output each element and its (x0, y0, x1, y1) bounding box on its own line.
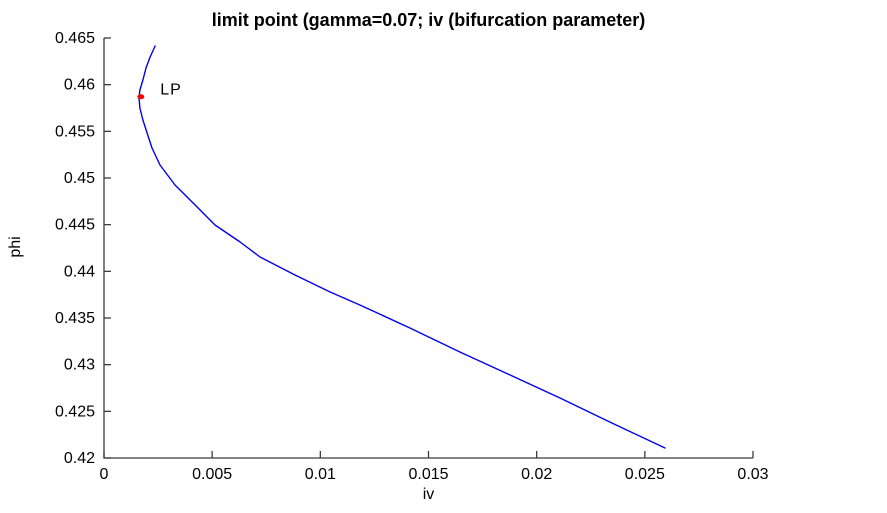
bifurcation-curve (138, 45, 666, 449)
y-tick-label: 0.46 (64, 77, 95, 94)
y-tick-label: 0.445 (55, 217, 95, 234)
y-tick-label: 0.435 (55, 310, 95, 327)
axes-frame (103, 38, 753, 459)
limit-point-marker (137, 94, 145, 100)
y-tick-label: 0.42 (64, 450, 95, 467)
y-axis-label: phi (7, 236, 24, 258)
y-tick-label: 0.455 (55, 123, 95, 140)
y-tick-label: 0.44 (64, 263, 95, 280)
chart-title: limit point (gamma=0.07; iv (bifurcation… (211, 10, 646, 30)
x-tick-label: 0.015 (408, 466, 448, 483)
y-tick-label: 0.465 (55, 30, 95, 47)
y-tick-label: 0.43 (64, 357, 95, 374)
x-tick-label: 0.005 (192, 466, 232, 483)
x-tick-label: 0.03 (737, 466, 768, 483)
x-tick-label: 0.01 (305, 466, 336, 483)
x-tick-label: 0.025 (625, 466, 665, 483)
limit-point-annotation: LP (160, 81, 182, 98)
x-tick-label: 0 (100, 466, 109, 483)
y-tick-label: 0.425 (55, 403, 95, 420)
x-axis-label: iv (422, 486, 435, 503)
y-tick-label: 0.45 (64, 170, 95, 187)
x-tick-label: 0.02 (521, 466, 552, 483)
